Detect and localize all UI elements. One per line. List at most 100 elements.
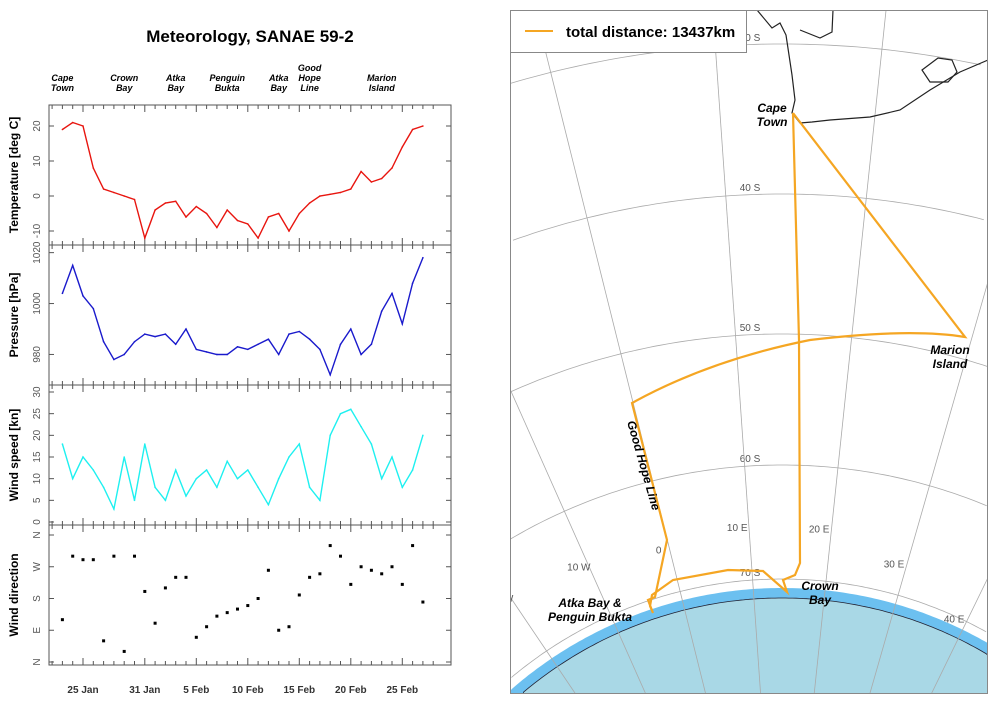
wind-direction-point bbox=[81, 558, 85, 562]
wind-speed-series bbox=[61, 408, 424, 512]
antarctica bbox=[523, 597, 988, 694]
wind-speed-point bbox=[298, 443, 301, 445]
wind-speed-point bbox=[329, 434, 332, 437]
location-labels: CapeTownCrownBayAtkaBayPenguinBuktaAtkaB… bbox=[51, 63, 397, 93]
temperature-point bbox=[144, 237, 146, 239]
temperature-point bbox=[370, 181, 373, 183]
panel-frame bbox=[48, 104, 452, 246]
location-label: Marion bbox=[367, 73, 397, 83]
temperature-point bbox=[195, 205, 198, 208]
y-axis-label: Pressure [hPa] bbox=[7, 273, 21, 358]
panel-frame bbox=[48, 524, 452, 666]
wind-speed-point bbox=[267, 503, 270, 506]
longitude-label: 20 W bbox=[510, 594, 514, 605]
x-axis-labels: 25 Jan 31 Jan 5 Feb 10 Feb 15 Feb 20 Feb 25 Fe… bbox=[67, 685, 418, 696]
y-tick-label: N bbox=[32, 531, 43, 538]
location-label: Crown bbox=[110, 73, 139, 83]
temperature-point bbox=[226, 209, 228, 211]
wind-direction-point bbox=[390, 565, 394, 569]
wind-speed-point bbox=[123, 456, 125, 458]
y-tick-label: 30 bbox=[32, 386, 43, 398]
wind-direction-point bbox=[174, 575, 178, 579]
temperature-point bbox=[123, 195, 125, 197]
wind-direction-point bbox=[380, 572, 384, 576]
place-label: Crown bbox=[801, 579, 838, 593]
longitude-label: 10 W bbox=[567, 563, 591, 574]
wind-speed-point bbox=[411, 469, 414, 471]
wind-speed-point bbox=[144, 443, 146, 445]
wind-direction-point bbox=[153, 621, 157, 625]
temperature-point bbox=[133, 198, 136, 201]
temperature-point bbox=[411, 128, 414, 131]
wind-direction-point bbox=[318, 572, 322, 576]
place-label: Good Hope Line bbox=[624, 419, 663, 512]
meteorology-svg: Meteorology, SANAE 59-2 CapeTownCrownBay… bbox=[7, 27, 452, 696]
pressure-point bbox=[257, 343, 259, 346]
africa-coastline bbox=[756, 10, 988, 124]
temperature-point bbox=[205, 212, 208, 215]
temperature-point bbox=[319, 195, 321, 197]
y-axis-label: Wind speed [kn] bbox=[7, 409, 21, 502]
y-tick-label: 10 bbox=[32, 155, 43, 167]
temperature-point bbox=[216, 226, 218, 229]
wind-speed-point bbox=[308, 486, 311, 489]
location-label: Atka bbox=[165, 73, 186, 83]
wind-speed-point bbox=[360, 425, 362, 428]
temperature-point bbox=[92, 167, 95, 169]
wind-direction-point bbox=[400, 582, 404, 586]
pressure-point bbox=[422, 256, 424, 259]
wind-speed-point bbox=[154, 486, 156, 489]
wind-direction-point bbox=[91, 558, 95, 562]
pressure-point bbox=[185, 328, 187, 330]
temperature-point bbox=[154, 209, 156, 211]
wind-speed-point bbox=[319, 499, 321, 502]
temperature-point bbox=[102, 188, 105, 190]
wind-direction-point bbox=[236, 607, 239, 611]
x-tick-label: 20 Feb bbox=[335, 685, 367, 696]
latitude-label: 40 S bbox=[740, 183, 761, 194]
legend: total distance: 13437km bbox=[510, 10, 747, 53]
wind-direction-point bbox=[122, 649, 126, 653]
pressure-panel: 980 1000 1020 Pressure [hPa] bbox=[7, 241, 452, 386]
wind-speed-point bbox=[380, 477, 383, 480]
longitude-line bbox=[813, 10, 887, 694]
temperature-series bbox=[62, 121, 424, 241]
temperature-point bbox=[277, 212, 280, 215]
temperature-point bbox=[236, 219, 239, 222]
x-tick-label: 5 Feb bbox=[183, 685, 209, 696]
temperature-point bbox=[82, 125, 84, 127]
y-axis-label: Temperature [deg C] bbox=[7, 117, 21, 233]
longitude-label: 0 bbox=[656, 546, 662, 557]
pressure-point bbox=[174, 343, 177, 346]
temperature-point bbox=[61, 128, 64, 131]
y-tick-label: 0 bbox=[32, 519, 43, 525]
wind-speed-panel: 0 5 10 15 20 25 30 Wind speed [kn] bbox=[7, 384, 452, 526]
pressure-point bbox=[102, 340, 105, 343]
pressure-point bbox=[288, 333, 290, 335]
y-tick-label: 1020 bbox=[32, 241, 43, 264]
panel-frame bbox=[48, 384, 452, 526]
temperature-point bbox=[339, 191, 342, 194]
pressure-point bbox=[236, 346, 239, 348]
wind-direction-point bbox=[328, 544, 332, 548]
place-label: Atka Bay & bbox=[557, 596, 621, 610]
pressure-point bbox=[164, 333, 167, 335]
map-frame bbox=[510, 10, 988, 694]
temperature-point bbox=[422, 125, 424, 127]
latitude-label: 30 S bbox=[740, 33, 761, 44]
temperature-panel: -10 0 10 20 Temperature [deg C] bbox=[7, 104, 452, 246]
wind-speed-point bbox=[422, 434, 424, 437]
pressure-point bbox=[370, 343, 373, 346]
pressure-point bbox=[195, 348, 198, 351]
location-label: Island bbox=[369, 83, 396, 93]
wind-direction-point bbox=[133, 554, 136, 558]
location-label: Atka bbox=[268, 73, 289, 83]
wind-direction-point bbox=[297, 593, 301, 597]
pressure-point bbox=[329, 374, 332, 376]
pressure-point bbox=[319, 348, 321, 351]
y-tick-label: 10 bbox=[32, 473, 43, 485]
temperature-point bbox=[360, 170, 362, 173]
latitude-label: 50 S bbox=[740, 323, 761, 334]
x-tick-label: 10 Feb bbox=[232, 685, 264, 696]
